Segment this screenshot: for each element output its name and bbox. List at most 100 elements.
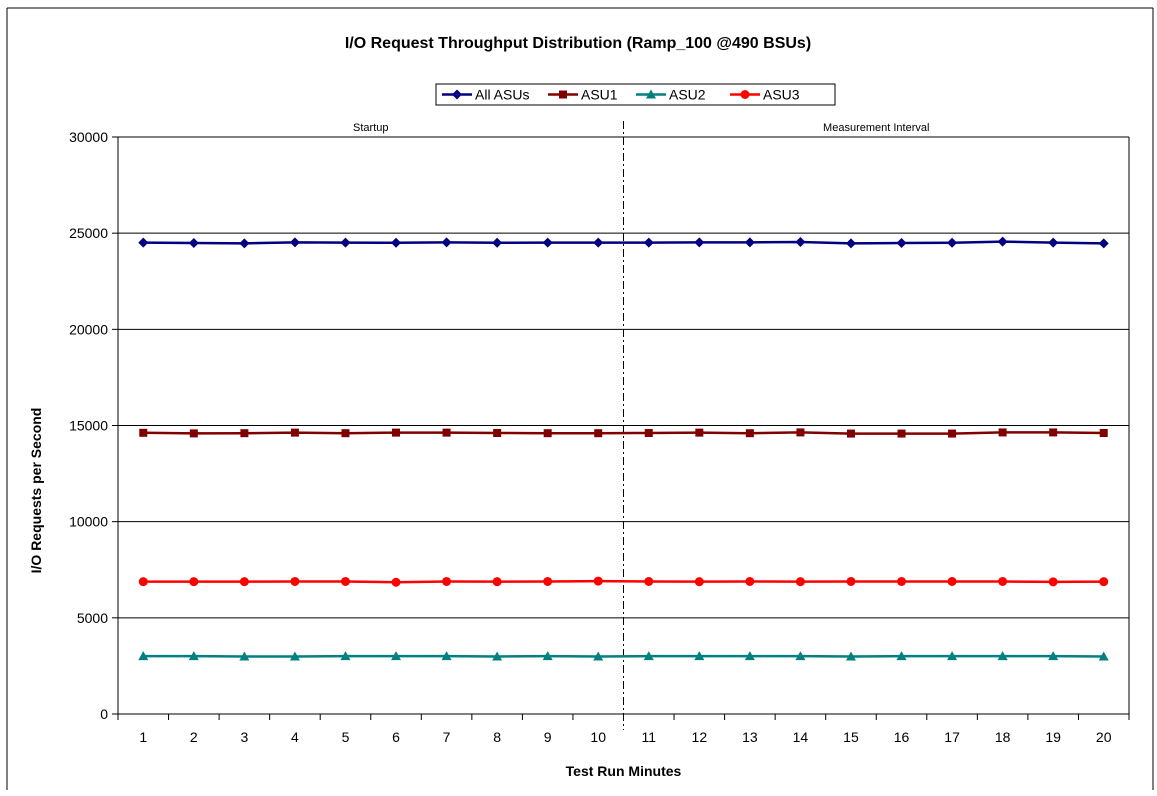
data-point — [997, 236, 1008, 247]
phase-label: Startup — [353, 122, 388, 134]
data-point — [239, 577, 249, 587]
x-tick-label: 3 — [240, 729, 248, 745]
data-point — [644, 429, 653, 438]
legend-swatch-marker — [646, 89, 656, 99]
data-point — [694, 651, 705, 661]
data-point — [391, 651, 402, 661]
data-point — [998, 576, 1008, 586]
x-tick-label: 4 — [291, 729, 299, 745]
data-point — [1099, 577, 1109, 587]
x-tick-label: 7 — [443, 729, 451, 745]
legend-swatch-marker — [740, 90, 750, 99]
data-point — [997, 651, 1008, 661]
data-point — [543, 576, 553, 586]
series-line — [143, 431, 1104, 435]
x-tick-label: 13 — [742, 729, 758, 745]
x-axis-title: Test Run Minutes — [566, 763, 682, 779]
data-point — [543, 429, 552, 438]
y-tick-label: 20000 — [69, 321, 108, 337]
legend-label: All ASUs — [475, 87, 529, 103]
x-tick-label: 2 — [190, 729, 198, 745]
x-tick-label: 17 — [944, 729, 960, 745]
data-point — [744, 237, 755, 248]
data-point — [644, 576, 654, 586]
y-axis-title: I/O Requests per Second — [28, 408, 44, 574]
data-point — [138, 577, 148, 587]
data-point — [846, 576, 856, 586]
data-point — [189, 577, 199, 587]
data-point — [1048, 651, 1059, 661]
data-point — [492, 577, 502, 587]
data-point — [289, 237, 300, 248]
data-point — [896, 651, 907, 661]
data-point — [897, 429, 906, 438]
data-point — [492, 237, 503, 248]
data-point — [594, 429, 603, 438]
data-point — [796, 428, 805, 437]
chart-title: I/O Request Throughput Distribution (Ram… — [345, 35, 811, 52]
legend-label: ASU1 — [581, 87, 618, 103]
data-point — [845, 651, 856, 661]
data-point — [1049, 428, 1058, 437]
legend-label: ASU3 — [763, 87, 800, 103]
data-point — [340, 576, 350, 586]
x-tick-label: 10 — [590, 729, 606, 745]
x-tick-label: 20 — [1096, 729, 1112, 745]
x-tick-label: 11 — [642, 729, 657, 745]
data-point — [694, 577, 704, 587]
data-point — [189, 429, 198, 438]
y-tick-label: 5000 — [77, 610, 108, 626]
data-point — [340, 237, 351, 248]
legend-swatch-marker — [559, 90, 567, 99]
data-point — [643, 237, 654, 248]
data-point — [341, 429, 350, 438]
data-point — [138, 651, 149, 661]
y-tick-label: 30000 — [69, 129, 108, 145]
data-point — [593, 576, 603, 586]
data-point — [896, 237, 907, 248]
data-point — [947, 651, 958, 661]
data-point — [441, 651, 452, 661]
data-point — [492, 651, 503, 661]
data-point — [542, 237, 553, 248]
data-point — [745, 429, 754, 438]
data-point — [441, 237, 452, 248]
data-point — [897, 576, 907, 586]
x-tick-label: 6 — [392, 729, 400, 745]
data-point — [745, 576, 755, 586]
data-point — [695, 428, 704, 437]
x-tick-label: 8 — [493, 729, 501, 745]
data-point — [948, 429, 957, 438]
data-point — [392, 428, 401, 437]
data-point — [593, 237, 604, 248]
legend-label: ASU2 — [669, 87, 706, 103]
data-point — [1098, 238, 1109, 249]
data-point — [1048, 577, 1058, 587]
data-point — [947, 237, 958, 248]
y-tick-label: 25000 — [69, 225, 108, 241]
data-point — [795, 651, 806, 661]
x-tick-label: 15 — [843, 729, 859, 745]
data-point — [289, 651, 300, 661]
data-point — [542, 651, 553, 661]
data-point — [239, 238, 250, 249]
x-tick-label: 16 — [894, 729, 910, 745]
x-tick-label: 5 — [342, 729, 350, 745]
data-point — [391, 577, 401, 587]
x-tick-label: 1 — [139, 729, 147, 745]
data-point — [845, 238, 856, 249]
data-point — [188, 651, 199, 661]
data-point — [795, 577, 805, 587]
data-point — [947, 576, 957, 586]
data-point — [593, 651, 604, 661]
data-point — [694, 237, 705, 248]
legend-swatch-marker — [452, 89, 462, 100]
legend-box — [435, 83, 836, 106]
x-tick-label: 14 — [793, 729, 809, 745]
x-tick-label: 19 — [1045, 729, 1061, 745]
series-line — [143, 579, 1104, 584]
data-point — [188, 237, 199, 248]
x-tick-label: 18 — [995, 729, 1011, 745]
